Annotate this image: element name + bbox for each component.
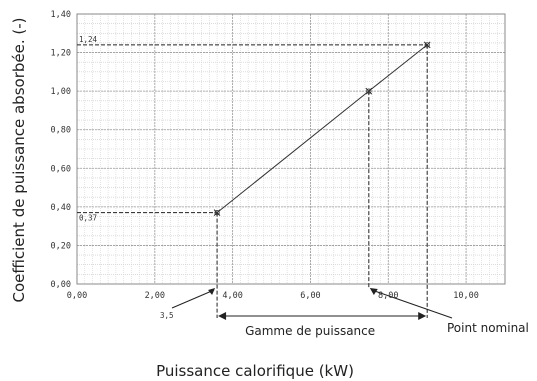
x-tick-label: 6,00 xyxy=(300,291,320,301)
nominal-label: Point nominal xyxy=(447,321,529,335)
y-tick-label: 0,60 xyxy=(51,164,71,174)
min-x-arrow xyxy=(171,289,215,309)
plot-frame xyxy=(76,13,506,285)
min-x-value-label: 3,5 xyxy=(160,311,174,320)
y-tick-label: 0,40 xyxy=(51,203,71,213)
max-y-value-label: 1,24 xyxy=(79,35,98,44)
range-label: Gamme de puissance xyxy=(245,324,375,338)
x-tick-label: 10,00 xyxy=(453,291,479,301)
y-tick-label: 1,00 xyxy=(51,87,71,97)
x-tick-label: 4,00 xyxy=(222,291,242,301)
series-layer xyxy=(213,41,431,216)
y-axis-title: Coefficient de puissance absorbée. (-) xyxy=(10,18,28,303)
range-arrowhead-right xyxy=(418,312,427,320)
annotations: 0,37 1,24 3,5 Gamme de puissance Point nomin… xyxy=(79,35,529,338)
nominal-arrowhead xyxy=(369,288,378,295)
data-point-ring xyxy=(424,42,430,48)
y-tick-label: 0,20 xyxy=(51,241,71,251)
data-point-ring xyxy=(366,88,372,94)
data-point xyxy=(365,87,373,95)
data-point xyxy=(423,41,431,49)
y-tick-label: 1,20 xyxy=(51,49,71,59)
x-axis-title: Puissance calorifique (kW) xyxy=(156,362,354,380)
y-tick-label: 0,80 xyxy=(51,126,71,136)
y-tick-label: 0,00 xyxy=(51,280,71,290)
nominal-arrow xyxy=(371,289,453,319)
y-tick-label: 1,40 xyxy=(51,10,71,20)
plot-border xyxy=(76,13,506,285)
data-point xyxy=(213,209,221,216)
data-point-ring xyxy=(214,210,220,216)
x-tick-label: 2,00 xyxy=(145,291,165,301)
x-tick-label: 0,00 xyxy=(67,291,87,301)
min-x-arrowhead xyxy=(208,288,216,295)
range-arrowhead-left xyxy=(218,312,227,320)
reference-lines xyxy=(77,44,428,318)
min-y-value-label: 0,37 xyxy=(79,214,97,223)
